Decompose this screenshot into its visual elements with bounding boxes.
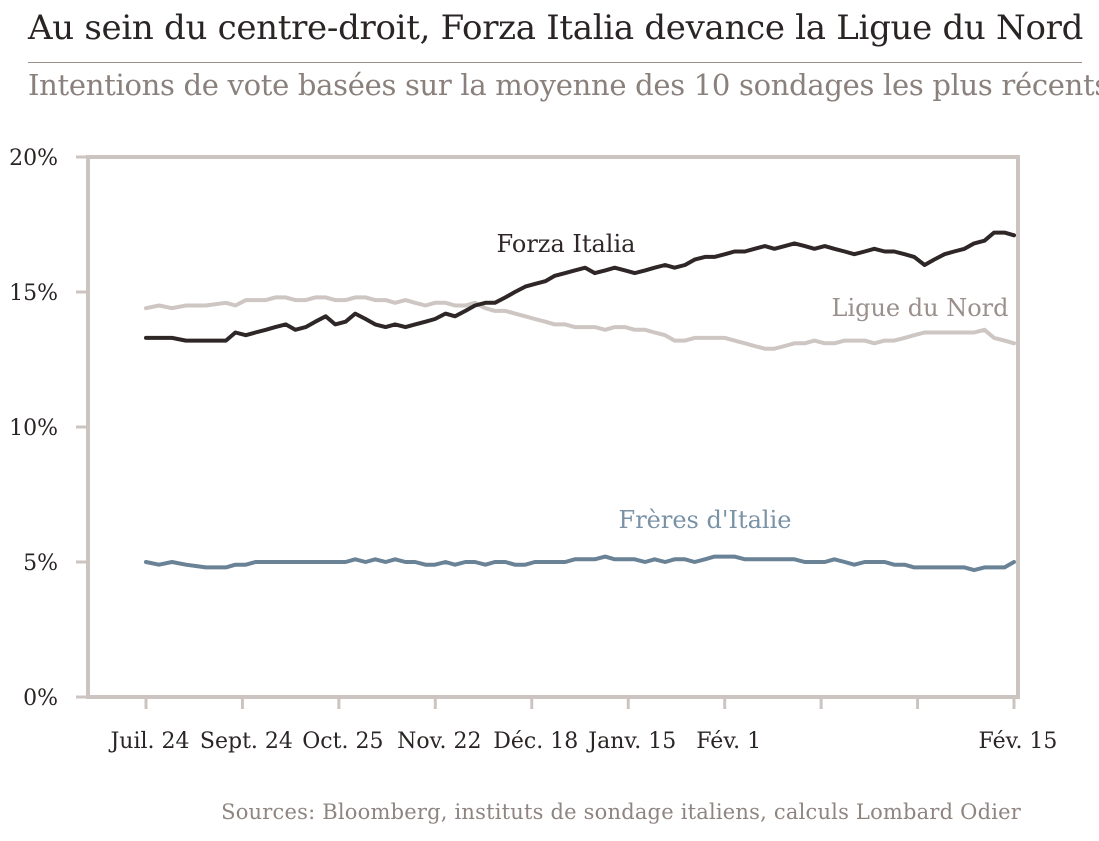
x-tick-label: Déc. 18 xyxy=(493,729,578,754)
x-tick-label: Nov. 22 xyxy=(397,729,481,754)
x-tick-label: Oct. 25 xyxy=(302,729,383,754)
x-tick-label: Juil. 24 xyxy=(108,729,189,754)
series-lines xyxy=(144,230,1016,573)
series-line-forza xyxy=(144,230,1016,343)
y-tick-label: 20% xyxy=(9,146,58,171)
y-tick-label: 15% xyxy=(9,281,58,306)
y-axis: 0% 5% 10% 15% 20% xyxy=(9,146,88,711)
chart-subtitle: Intentions de vote basées sur la moyenne… xyxy=(28,68,1099,102)
x-tick-label: Sept. 24 xyxy=(200,729,293,754)
series-label-ligue-du-nord: Ligue du Nord xyxy=(832,294,1009,322)
series-label-freres-italie: Frères d'Italie xyxy=(619,506,792,534)
series-line-ligue xyxy=(144,295,1016,351)
y-tick-label: 10% xyxy=(9,416,58,441)
title-divider xyxy=(28,62,1082,63)
x-tick-label: Janv. 15 xyxy=(586,729,676,754)
x-tick-label: Fév. 1 xyxy=(696,729,761,754)
source-note: Sources: Bloomberg, instituts de sondage… xyxy=(221,800,1021,824)
y-tick-label: 0% xyxy=(23,686,58,711)
x-tick-label: Fév. 15 xyxy=(979,729,1058,754)
chart-title: Au sein du centre-droit, Forza Italia de… xyxy=(28,8,1084,48)
series-label-forza-italia: Forza Italia xyxy=(497,230,636,258)
series-line-freres xyxy=(144,554,1016,573)
y-tick-label: 5% xyxy=(23,551,58,576)
x-axis: Juil. 24 Sept. 24 Oct. 25 Nov. 22 Déc. 18 Jan… xyxy=(108,697,1057,754)
